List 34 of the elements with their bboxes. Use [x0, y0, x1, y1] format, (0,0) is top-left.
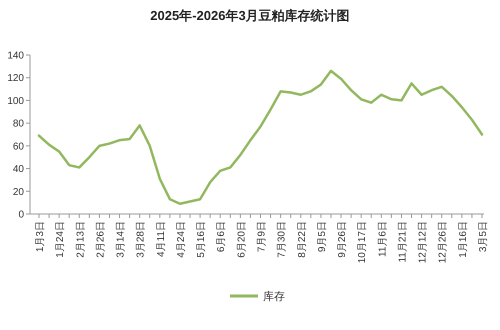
y-tick-label: 100: [7, 96, 24, 107]
x-tick-label: 4月24日: [176, 221, 187, 258]
x-tick-label: 11月21日: [397, 221, 408, 263]
y-tick-label: 120: [7, 73, 24, 84]
y-tick-label: 60: [12, 141, 24, 152]
line-series: [38, 70, 484, 206]
x-tick-label: 3月5日: [478, 221, 489, 252]
x-tick-label: 4月11日: [156, 221, 167, 257]
x-tick-label: 2月13日: [75, 221, 86, 258]
x-tick-label: 5月16日: [196, 221, 208, 258]
x-tick-label: 6月6日: [216, 221, 228, 252]
x-tick-label: 9月26日: [337, 221, 348, 258]
x-tick-label: 7月9日: [256, 221, 268, 252]
x-tick-label: 3月28日: [136, 221, 147, 258]
y-tick-label: 140: [7, 50, 24, 62]
chart-title: 2025年-2026年3月豆粕库存统计图: [150, 8, 350, 23]
x-tick-label: 8月22日: [296, 221, 308, 258]
x-tick-label: 12月26日: [438, 221, 449, 264]
x-tick-label: 2月26日: [95, 221, 106, 258]
x-tick-label: 1月3日: [35, 221, 46, 252]
x-tick-label: 1月24日: [55, 221, 66, 258]
x-tick-label: 3月14日: [116, 221, 127, 258]
x-tick-label: 11月6日: [377, 221, 388, 257]
x-tick-label: 6月20日: [236, 221, 248, 258]
y-tick-label: 80: [12, 118, 24, 130]
x-tick-label: 1月16日: [458, 221, 469, 258]
x-tick-label: 10月17日: [357, 221, 368, 264]
x-tick-label: 12月12日: [418, 221, 429, 264]
y-tick-label: 0: [18, 210, 24, 220]
y-tick-label: 20: [12, 186, 24, 198]
x-tick-label: 9月5日: [316, 221, 328, 252]
y-tick-label: 40: [12, 164, 24, 176]
x-tick-label: 7月30日: [276, 221, 288, 258]
legend-label: 库存: [263, 290, 285, 303]
